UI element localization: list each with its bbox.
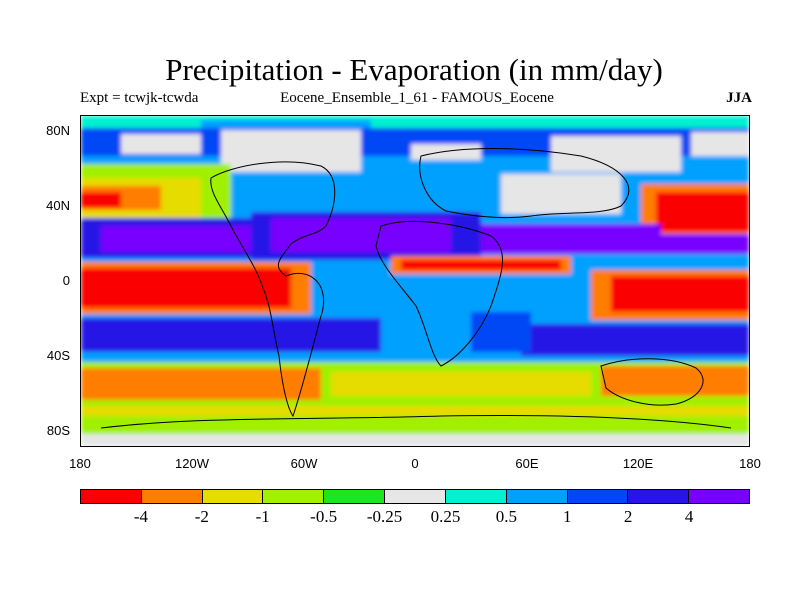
- lon-label-120w: 120W: [175, 456, 209, 471]
- colorbar-label: 4: [684, 507, 694, 526]
- colorbar-swatch-5: [385, 490, 446, 503]
- coastlines: [100, 148, 732, 429]
- colorbar-swatch-10: [689, 490, 749, 503]
- colorbar-label: -1: [255, 507, 270, 526]
- colorbar-swatch-3: [263, 490, 325, 503]
- lat-label-40n: 40N: [46, 198, 70, 213]
- lon-label-0: 0: [411, 456, 419, 471]
- colorbar-swatch-4: [324, 490, 386, 503]
- lon-label-60e: 60E: [515, 456, 539, 471]
- colorbar-label: 0.25: [430, 507, 461, 526]
- colorbar-label: -0.25: [366, 507, 403, 526]
- experiment-label: Expt = tcwjk-tcwda: [80, 90, 199, 106]
- lat-label-80n: 80N: [46, 123, 70, 138]
- colorbar-swatch-1: [141, 490, 203, 503]
- ensemble-label: Eocene_Ensemble_1_61 - FAMOUS_Eocene: [280, 90, 554, 106]
- lat-label-eq: 0: [62, 273, 70, 288]
- lat-label-40s: 40S: [46, 348, 70, 363]
- colorbar-swatch-2: [202, 490, 264, 503]
- colorbar-label: 1: [563, 507, 572, 526]
- precip-evap-map: [80, 115, 750, 447]
- colorbar: [80, 489, 750, 504]
- colorbar-swatch-0: [81, 490, 142, 503]
- colorbar-label: 2: [623, 507, 633, 526]
- colorbar-label: 0.5: [495, 507, 517, 526]
- lon-label-180e: 180: [739, 456, 761, 471]
- map-svg: [81, 116, 749, 446]
- colorbar-label: -0.5: [310, 507, 338, 526]
- colorbar-swatch-8: [567, 490, 629, 503]
- colorbar-swatch-9: [628, 490, 690, 503]
- lon-label-60w: 60W: [290, 456, 318, 471]
- colorbar-swatch-7: [506, 490, 568, 503]
- colorbar-label: -4: [133, 507, 148, 526]
- lon-label-120e: 120E: [622, 456, 654, 471]
- field-layer: [81, 116, 749, 446]
- lat-label-80s: 80S: [46, 423, 70, 438]
- season-label: JJA: [726, 90, 752, 106]
- colorbar-label: -2: [194, 507, 209, 526]
- colorbar-swatch-6: [445, 490, 507, 503]
- chart-title: Precipitation - Evaporation (in mm/day): [165, 52, 663, 87]
- lon-label-180w: 180: [69, 456, 91, 471]
